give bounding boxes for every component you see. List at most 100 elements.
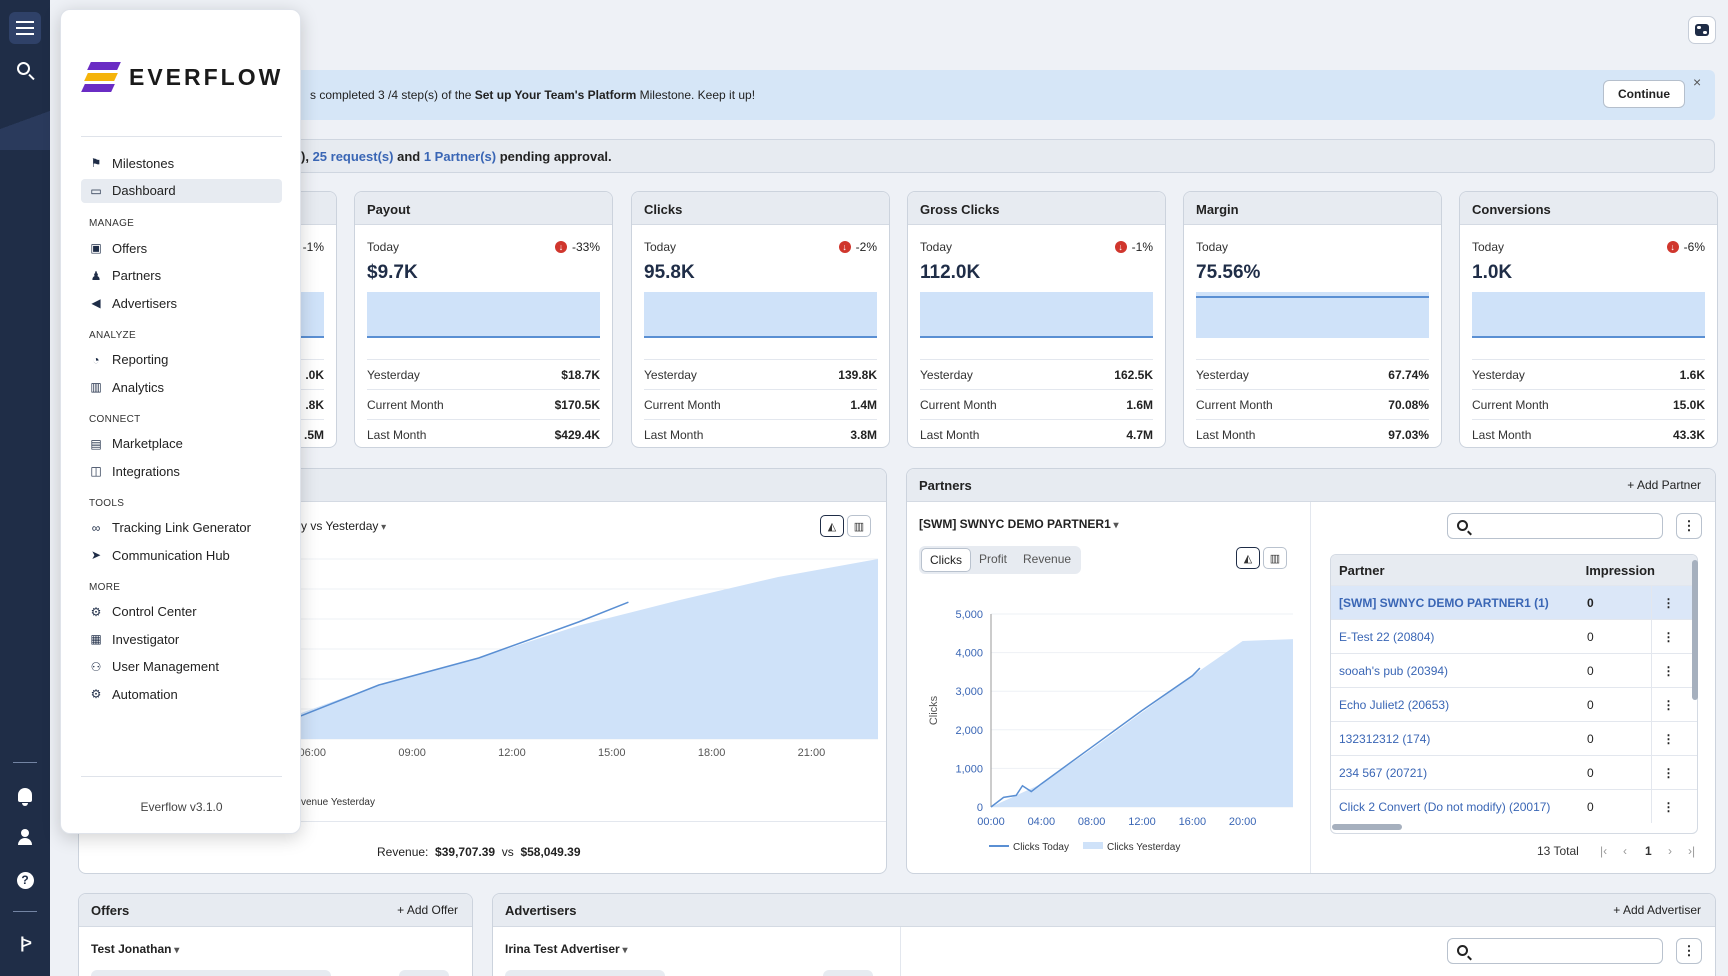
bar-chart-icon[interactable]: ▥: [847, 515, 871, 537]
row-kebab-icon[interactable]: ⋮: [1651, 654, 1685, 687]
x-tick-label: 09:00: [398, 747, 426, 759]
card-row-value: 15.0K: [1672, 397, 1705, 412]
menu-item-investigator[interactable]: ▦ Investigator: [81, 627, 282, 651]
advertisers-more-button[interactable]: ⋮: [1676, 938, 1702, 964]
menu-item-analytics[interactable]: ▥ Analytics: [81, 375, 282, 399]
row-kebab-icon[interactable]: ⋮: [1651, 790, 1685, 823]
table-horizontal-scrollbar[interactable]: [1332, 824, 1402, 830]
revenue-legend-yesterday: venue Yesterday: [301, 797, 375, 808]
revenue-chart-tools: ◭ ▥: [820, 515, 871, 537]
table-vertical-scrollbar[interactable]: [1692, 560, 1698, 700]
current-page[interactable]: 1: [1645, 844, 1652, 858]
hamburger-icon: [16, 21, 34, 35]
legend-label-today: Clicks Today: [1013, 842, 1069, 853]
row-kebab-icon[interactable]: ⋮: [1651, 586, 1685, 619]
advertiser-search-input[interactable]: [1447, 938, 1663, 964]
toggle-icon: [1695, 24, 1709, 36]
area-chart-icon[interactable]: ◭: [820, 515, 844, 537]
profile-button[interactable]: [9, 821, 41, 853]
row-kebab-icon[interactable]: ⋮: [1651, 620, 1685, 653]
hamburger-menu-button[interactable]: [9, 12, 41, 44]
partner-name-link[interactable]: [SWM] SWNYC DEMO PARTNER1 (1): [1339, 595, 1549, 610]
table-row[interactable]: 132312312 (174) 0 ⋮: [1331, 721, 1697, 755]
card-row: Last Month 4.7M: [920, 419, 1153, 447]
table-row[interactable]: sooah's pub (20394) 0 ⋮: [1331, 653, 1697, 687]
notifications-button[interactable]: [9, 779, 41, 811]
add-advertiser-button[interactable]: + Add Advertiser: [1613, 903, 1701, 917]
menu-item-integrations[interactable]: ◫ Integrations: [81, 459, 282, 483]
menu-item-user-management[interactable]: ⚇ User Management: [81, 655, 282, 679]
card-row-label: Current Month: [1472, 397, 1549, 412]
last-page-icon[interactable]: ›|: [1688, 844, 1696, 858]
menu-item-automation[interactable]: ⚙ Automation: [81, 682, 282, 706]
partner-name-link[interactable]: Echo Juliet2 (20653): [1339, 697, 1450, 712]
view-toggle-button[interactable]: [1688, 16, 1716, 44]
area-chart-icon[interactable]: ◭: [1236, 547, 1260, 569]
partner-dropdown[interactable]: [SWM] SWNYC DEMO PARTNER1: [919, 517, 1119, 531]
card-today-value: 75.56%: [1196, 262, 1261, 283]
reporting-icon: ◔: [92, 352, 100, 367]
table-row[interactable]: [SWM] SWNYC DEMO PARTNER1 (1) 0 ⋮: [1331, 585, 1697, 619]
tab-clicks[interactable]: Clicks: [921, 548, 971, 572]
partner-impressions: 0: [1587, 663, 1594, 678]
bar-chart-icon[interactable]: ▥: [1263, 547, 1287, 569]
advertiser-dropdown[interactable]: Irina Test Advertiser: [505, 942, 628, 956]
legend-swatch-yesterday: [1083, 842, 1103, 849]
partner-name-link[interactable]: sooah's pub (20394): [1339, 663, 1449, 678]
partner-name-link[interactable]: Click 2 Convert (Do not modify) (20017): [1339, 799, 1551, 814]
menu-item-label: Advertisers: [112, 295, 178, 311]
partner-search-input[interactable]: [1447, 513, 1663, 539]
partner-name-link[interactable]: 132312312 (174): [1339, 731, 1431, 746]
milestone-text: s completed 3 /4 step(s) of the Set up Y…: [310, 88, 755, 102]
row-kebab-icon[interactable]: ⋮: [1651, 722, 1685, 755]
pending-partners-link[interactable]: 1 Partner(s): [423, 149, 497, 164]
partner-name-link[interactable]: E-Test 22 (20804): [1339, 629, 1435, 644]
column-impressions[interactable]: Impression: [1585, 562, 1655, 578]
row-kebab-icon[interactable]: ⋮: [1651, 756, 1685, 789]
menu-item-reporting[interactable]: ◔ Reporting: [81, 348, 282, 372]
column-partner[interactable]: Partner: [1339, 562, 1385, 578]
expand-sidebar-button[interactable]: |>: [9, 928, 41, 960]
offer-dropdown[interactable]: Test Jonathan: [91, 942, 179, 956]
table-row[interactable]: Echo Juliet2 (20653) 0 ⋮: [1331, 687, 1697, 721]
pending-requests-link[interactable]: 25 request(s): [312, 149, 394, 164]
search-icon: [1457, 520, 1468, 531]
offers-panel-title: Offers: [91, 903, 130, 918]
add-partner-button[interactable]: + Add Partner: [1627, 478, 1701, 492]
partner-impressions: 0: [1587, 765, 1594, 780]
menu-item-tracking-link-generator[interactable]: ∞ Tracking Link Generator: [81, 516, 282, 540]
add-offer-button[interactable]: + Add Offer: [397, 903, 458, 917]
next-page-icon[interactable]: ›: [1668, 844, 1672, 858]
card-change-value: -6%: [1683, 240, 1705, 254]
compare-dropdown[interactable]: y vs Yesterday: [301, 519, 386, 533]
menu-item-milestones[interactable]: ⚑ Milestones: [81, 151, 282, 175]
menu-item-marketplace[interactable]: ▤ Marketplace: [81, 432, 282, 456]
close-icon[interactable]: ×: [1693, 74, 1702, 90]
pending-prefix: ),: [301, 149, 313, 164]
first-page-icon[interactable]: |‹: [1600, 844, 1608, 858]
partner-name-link[interactable]: 234 567 (20721): [1339, 765, 1428, 780]
table-row[interactable]: E-Test 22 (20804) 0 ⋮: [1331, 619, 1697, 653]
menu-item-communication-hub[interactable]: ➤ Communication Hub: [81, 543, 282, 567]
menu-item-dashboard[interactable]: ▭ Dashboard: [81, 178, 282, 203]
prev-page-icon[interactable]: ‹: [1623, 844, 1627, 858]
partners-panel: Partners + Add Partner [SWM] SWNYC DEMO P…: [906, 468, 1716, 874]
continue-button[interactable]: Continue: [1603, 80, 1685, 108]
menu-item-control-center[interactable]: ⚙ Control Center: [81, 600, 282, 624]
card-row-label: Yesterday: [1472, 367, 1525, 382]
card-title: Gross Clicks: [908, 192, 1165, 225]
menu-item-partners[interactable]: ♟ Partners: [81, 264, 282, 288]
menu-item-label: User Management: [112, 659, 219, 674]
search-button[interactable]: [9, 54, 41, 86]
menu-item-advertisers[interactable]: ◀ Advertisers: [81, 291, 282, 315]
table-row[interactable]: Click 2 Convert (Do not modify) (20017) 0…: [1331, 789, 1697, 823]
x-tick-label: 00:00: [977, 816, 1005, 828]
tab-revenue[interactable]: Revenue: [1023, 552, 1072, 566]
row-kebab-icon[interactable]: ⋮: [1651, 688, 1685, 721]
help-button[interactable]: ?: [9, 864, 41, 896]
tab-profit[interactable]: Profit: [979, 552, 1008, 566]
table-row[interactable]: 234 567 (20721) 0 ⋮: [1331, 755, 1697, 789]
everflow-logo[interactable]: EVERFLOW: [81, 60, 283, 94]
partners-more-button[interactable]: ⋮: [1676, 513, 1702, 539]
menu-item-offers[interactable]: ▣ Offers: [81, 236, 282, 260]
